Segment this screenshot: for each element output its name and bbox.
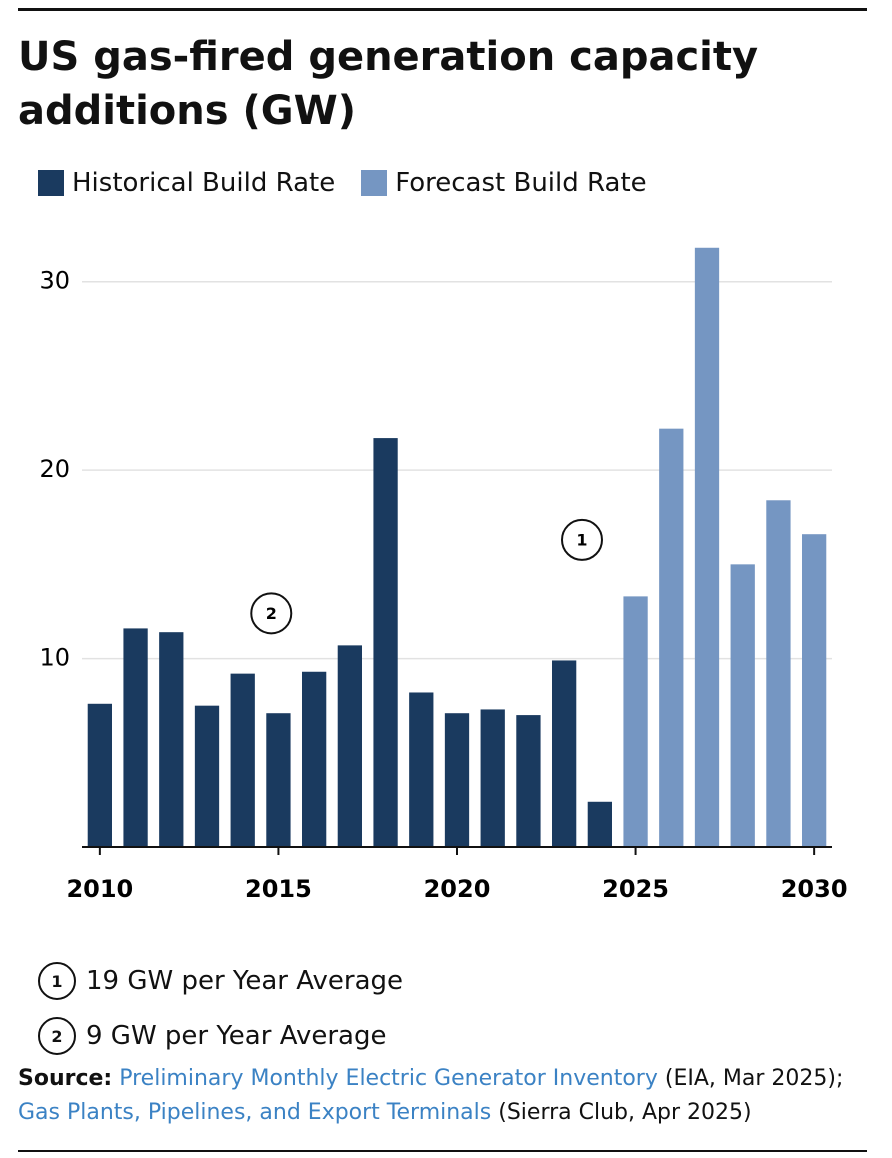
legend: Historical Build Rate Forecast Build Rat… [38, 168, 647, 198]
legend-label: Forecast Build Rate [395, 168, 647, 198]
source: Source: Preliminary Monthly Electric Gen… [18, 1062, 878, 1130]
bottom-rule [18, 1150, 867, 1152]
x-tick-label: 2030 [781, 875, 848, 903]
note-text: 9 GW per Year Average [86, 1021, 387, 1051]
bar [480, 709, 505, 847]
x-tick-label: 2015 [245, 875, 312, 903]
note-marker: 1 [38, 962, 76, 1000]
bar [266, 713, 291, 847]
note: 2 9 GW per Year Average [38, 1017, 386, 1055]
bar [230, 673, 255, 847]
bar [552, 660, 577, 847]
annotation-circle [561, 518, 603, 561]
bar [730, 564, 755, 847]
bar [194, 705, 220, 847]
bar [444, 713, 470, 847]
legend-item: Forecast Build Rate [361, 168, 647, 198]
legend-label: Historical Build Rate [72, 168, 336, 198]
x-tick-label: 2010 [66, 875, 133, 903]
bar [516, 715, 541, 847]
chart-title: US gas-fired generation capacity additio… [18, 34, 759, 134]
source-link[interactable]: Preliminary Monthly Electric Generator I… [119, 1066, 658, 1091]
bar [694, 247, 720, 848]
bar [159, 632, 184, 847]
bar [766, 500, 791, 847]
bar [623, 596, 648, 847]
x-tick-label: 2020 [424, 875, 491, 903]
bar [802, 534, 827, 847]
y-tick-label: 10 [39, 644, 70, 672]
legend-swatch [361, 170, 388, 196]
legend-item: Historical Build Rate [38, 168, 335, 198]
note-text: 19 GW per Year Average [86, 966, 404, 996]
bar [302, 671, 327, 847]
bar [587, 801, 612, 847]
annotation-label: 1 [576, 530, 587, 549]
note-marker: 2 [38, 1017, 76, 1055]
bar [409, 692, 434, 847]
source-label: Source: [18, 1066, 113, 1091]
top-rule [18, 8, 867, 11]
y-tick-label: 30 [39, 267, 70, 295]
annotation-circle [250, 592, 293, 635]
bar [87, 703, 112, 847]
bar [123, 628, 148, 847]
source-text: (EIA, Mar 2025); [664, 1066, 844, 1091]
annotation-label: 2 [266, 604, 277, 623]
x-tick-label: 2025 [602, 875, 669, 903]
bar [337, 645, 362, 847]
bar [659, 428, 684, 847]
y-tick-label: 20 [39, 455, 70, 483]
note: 1 19 GW per Year Average [38, 962, 403, 1000]
source-text: (Sierra Club, Apr 2025) [498, 1100, 752, 1125]
source-link[interactable]: Gas Plants, Pipelines, and Export Termin… [18, 1100, 492, 1125]
bar [373, 438, 398, 847]
legend-swatch [38, 170, 64, 196]
